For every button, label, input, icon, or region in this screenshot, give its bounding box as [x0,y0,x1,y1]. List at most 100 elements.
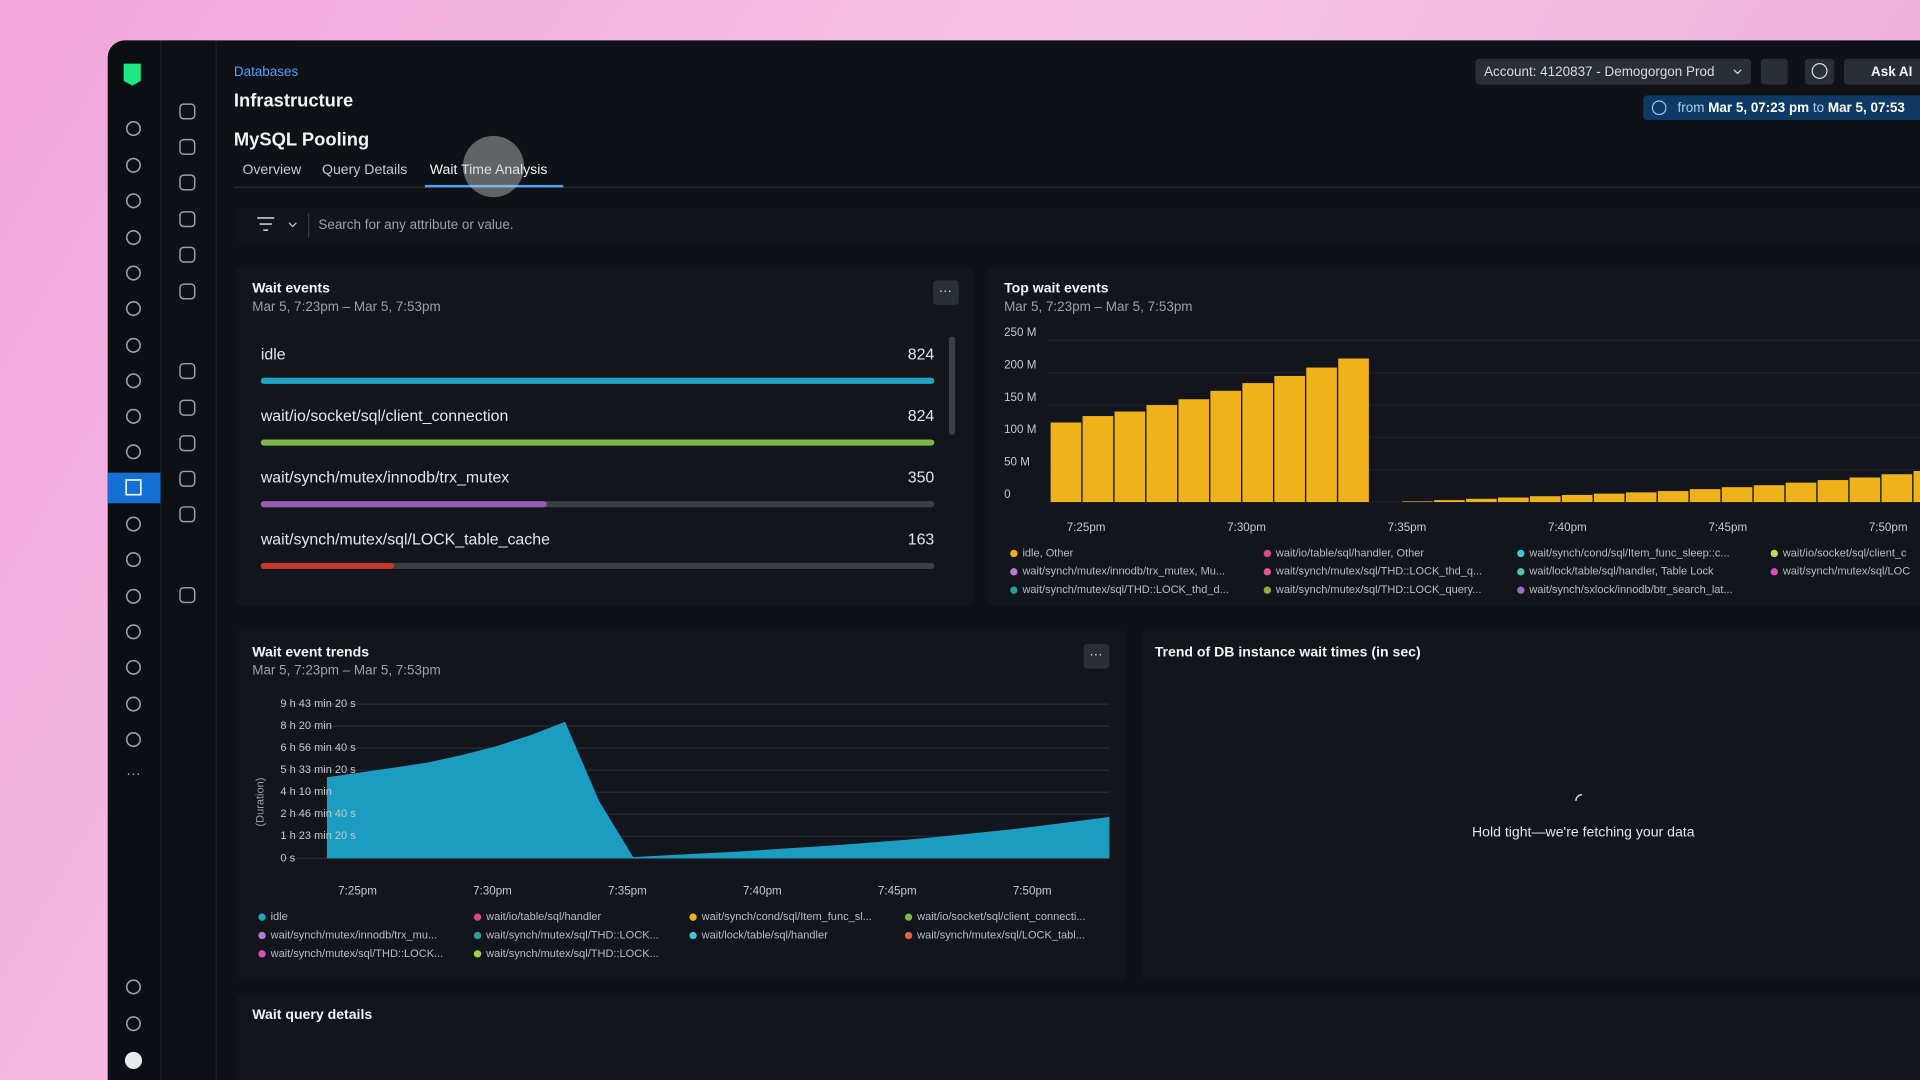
help-button[interactable] [1804,58,1835,85]
bar [1466,498,1497,503]
nav-icon[interactable] [125,696,142,712]
bar [1785,482,1817,503]
nav-icon[interactable] [125,516,142,532]
legend-label: wait/synch/mutex/sql/THD::LOCK... [485,948,659,960]
nav-icon[interactable] [125,552,142,568]
legend-dot [689,931,697,940]
ask-ai-button[interactable] [1844,58,1920,85]
account-button[interactable] [1475,58,1752,85]
y-tick-label: 0 [1004,488,1011,501]
event-value: 163 [908,531,935,548]
nav-icon[interactable] [125,588,142,604]
legend-label: wait/synch/cond/sql/Item_func_sl... [701,911,872,923]
nav-active-icon [125,479,142,496]
nav-icon[interactable] [125,193,142,209]
legend-dot [473,950,482,958]
legend-dot [258,931,266,940]
logo [123,63,141,86]
bar [1530,496,1561,503]
sub-icon[interactable] [179,506,196,523]
sub-icon[interactable] [179,103,196,120]
bar [1210,390,1242,503]
panel-menu[interactable] [933,280,959,305]
bar [1625,492,1657,503]
nav-rail [107,40,162,1080]
y-tick-label: 8 h 20 min [280,720,331,732]
tab[interactable]: Query Details [322,161,407,177]
nav-icon[interactable] [125,230,142,246]
bar [1849,477,1881,503]
bar [1817,480,1849,503]
bar [1498,497,1529,503]
bar [1721,487,1753,503]
nav-icon[interactable] [125,157,142,173]
tab[interactable]: Wait Time Analysis [430,161,548,177]
legend-dot [1010,549,1018,558]
x-tick-label: 7:45pm [1708,521,1747,534]
legend-dot [1770,568,1778,576]
event-name: wait/synch/mutex/innodb/trx_mutex [260,470,509,487]
x-tick-label: 7:25pm [338,885,377,898]
nav-icon[interactable] [125,979,142,995]
sub-icon[interactable] [179,399,196,416]
window [107,40,1920,1080]
filter-icon[interactable] [257,217,275,232]
sub-icon[interactable] [179,470,196,487]
time-picker[interactable] [1643,95,1920,120]
legend-label: idle, Other [1022,547,1073,559]
clock-icon [1651,100,1667,116]
sub-icon[interactable] [179,174,196,191]
nav-icon[interactable] [125,659,142,675]
nav-icon[interactable] [125,624,142,640]
nav-icon[interactable] [125,408,142,424]
x-tick-label: 7:30pm [473,885,512,898]
panel-menu[interactable] [1083,644,1110,669]
nav-icon[interactable] [125,121,142,137]
nav-icon[interactable] [125,337,142,353]
scrollbar [948,336,956,435]
sub-icon[interactable] [179,246,196,263]
nav-icon[interactable] [125,301,142,317]
legend-dot [1517,568,1525,576]
y-tick-label: 4 h 10 min [280,786,331,798]
tab[interactable]: Overview [242,161,302,177]
nav-icon[interactable] [125,444,142,460]
sub-icon[interactable] [179,587,196,604]
event-name: wait/io/socket/sql/client_connection [260,408,509,425]
panel-title: Wait query details [252,1006,372,1022]
sub-icon[interactable] [179,211,196,228]
event-value: 824 [908,346,935,363]
time-part: from [1678,99,1709,114]
bar [1338,358,1369,503]
account: Account: 4120837 - Demogorgon Prod [1484,64,1714,79]
legend-label: wait/io/table/sql/handler, Other [1275,547,1425,559]
sub-icon[interactable] [179,138,196,156]
time-range: from Mar 5, 07:23 pm to Mar 5, 07:53 [1678,99,1905,114]
event-bar [260,439,935,446]
sub-icon[interactable] [179,283,196,300]
nav-icon[interactable] [125,373,142,389]
panel-title: Wait events [252,280,330,296]
nav-active[interactable] [107,472,161,504]
nav-more: ··· [126,766,141,782]
nav-icon[interactable] [125,732,142,748]
nav-icon[interactable] [125,265,142,281]
account-caret [1733,69,1742,75]
bar [1402,501,1433,503]
sub-icon[interactable] [179,435,196,452]
filter-bar[interactable] [236,208,1920,244]
time-part: Mar 5, 07:23 pm [1708,99,1813,114]
x-tick-label: 7:30pm [1227,521,1266,534]
nav-icon[interactable] [125,1016,142,1032]
sub-icon[interactable] [179,362,196,380]
bar [1434,500,1465,503]
bar [1178,399,1210,503]
avatar[interactable] [124,1051,143,1069]
cursor [462,135,525,198]
x-tick-label: 7:50pm [1013,885,1052,898]
event-bar [260,377,935,384]
feedback-button[interactable] [1760,58,1788,85]
area [326,721,1110,859]
legend-dot [1517,586,1525,594]
